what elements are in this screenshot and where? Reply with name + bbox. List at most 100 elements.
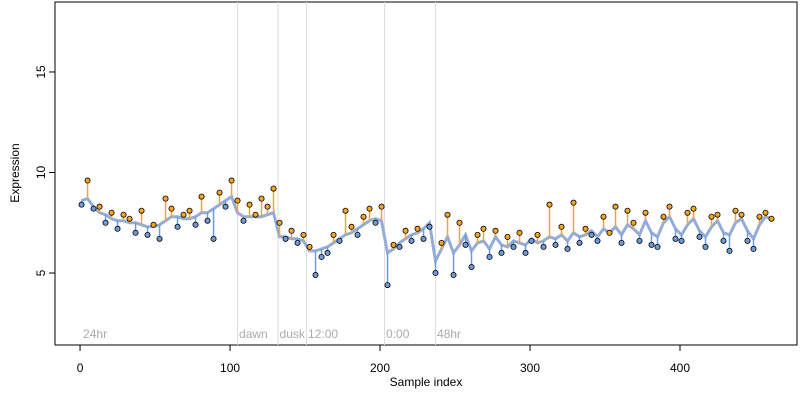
point bbox=[252, 211, 259, 218]
point bbox=[528, 237, 535, 244]
plot-box bbox=[54, 1, 798, 346]
point bbox=[156, 235, 163, 242]
point bbox=[402, 227, 409, 234]
point bbox=[684, 209, 691, 216]
point bbox=[582, 225, 589, 232]
point bbox=[696, 233, 703, 240]
point bbox=[300, 231, 307, 238]
point bbox=[114, 225, 121, 232]
point bbox=[324, 249, 331, 256]
x-tick-label: 0 bbox=[77, 361, 84, 375]
point bbox=[378, 203, 385, 210]
point bbox=[414, 225, 421, 232]
point bbox=[390, 241, 397, 248]
point bbox=[198, 193, 205, 200]
point bbox=[612, 203, 619, 210]
phase-label: 12:00 bbox=[308, 327, 338, 341]
point bbox=[120, 211, 127, 218]
point bbox=[174, 223, 181, 230]
point bbox=[624, 207, 631, 214]
phase-label: dawn bbox=[239, 327, 268, 341]
point bbox=[444, 211, 451, 218]
fit-line bbox=[81, 194, 772, 266]
phase-label: 48hr bbox=[437, 327, 461, 341]
point bbox=[486, 253, 493, 260]
phase-label: 0:00 bbox=[386, 327, 410, 341]
phase-label: dusk bbox=[280, 327, 306, 341]
point bbox=[408, 237, 415, 244]
point bbox=[246, 201, 253, 208]
point bbox=[546, 201, 553, 208]
x-tick-label: 200 bbox=[370, 361, 390, 375]
point bbox=[180, 211, 187, 218]
point bbox=[708, 213, 715, 220]
point bbox=[306, 243, 313, 250]
point bbox=[570, 199, 577, 206]
point bbox=[312, 272, 319, 279]
point bbox=[726, 247, 733, 254]
point bbox=[132, 229, 139, 236]
point bbox=[678, 237, 685, 244]
point bbox=[738, 211, 745, 218]
point bbox=[294, 239, 301, 246]
x-tick-label: 400 bbox=[670, 361, 690, 375]
point bbox=[534, 231, 541, 238]
point bbox=[432, 270, 439, 277]
point bbox=[750, 245, 757, 252]
point bbox=[594, 237, 601, 244]
point bbox=[648, 241, 655, 248]
point bbox=[102, 219, 109, 226]
point bbox=[78, 201, 85, 208]
point bbox=[342, 207, 349, 214]
point bbox=[576, 239, 583, 246]
point bbox=[588, 231, 595, 238]
point bbox=[330, 231, 337, 238]
point bbox=[96, 203, 103, 210]
point bbox=[354, 231, 361, 238]
point bbox=[240, 217, 247, 224]
point bbox=[636, 237, 643, 244]
point bbox=[456, 219, 463, 226]
point bbox=[660, 213, 667, 220]
y-tick-label: 5 bbox=[34, 269, 48, 276]
y-tick-label: 10 bbox=[34, 166, 48, 180]
point bbox=[744, 237, 751, 244]
point bbox=[222, 203, 229, 210]
point bbox=[606, 229, 613, 236]
point bbox=[516, 229, 523, 236]
point bbox=[186, 207, 193, 214]
point bbox=[420, 235, 427, 242]
point bbox=[216, 189, 223, 196]
point bbox=[642, 209, 649, 216]
point bbox=[600, 213, 607, 220]
point bbox=[366, 205, 373, 212]
point bbox=[108, 209, 115, 216]
point bbox=[510, 243, 517, 250]
phase-label: 24hr bbox=[83, 327, 107, 341]
point bbox=[282, 235, 289, 242]
point bbox=[702, 243, 709, 250]
point bbox=[168, 205, 175, 212]
point bbox=[714, 211, 721, 218]
point bbox=[720, 237, 727, 244]
point bbox=[666, 203, 673, 210]
point bbox=[144, 231, 151, 238]
point bbox=[690, 205, 697, 212]
x-tick-label: 300 bbox=[520, 361, 540, 375]
point bbox=[672, 235, 679, 242]
point bbox=[618, 239, 625, 246]
y-axis-title: Expression bbox=[8, 143, 22, 202]
point bbox=[480, 225, 487, 232]
point bbox=[732, 207, 739, 214]
point bbox=[276, 219, 283, 226]
point bbox=[192, 221, 199, 228]
point bbox=[318, 253, 325, 260]
point bbox=[540, 243, 547, 250]
point bbox=[498, 249, 505, 256]
point bbox=[564, 245, 571, 252]
y-tick-label: 15 bbox=[34, 65, 48, 79]
point bbox=[426, 223, 433, 230]
point bbox=[258, 195, 265, 202]
